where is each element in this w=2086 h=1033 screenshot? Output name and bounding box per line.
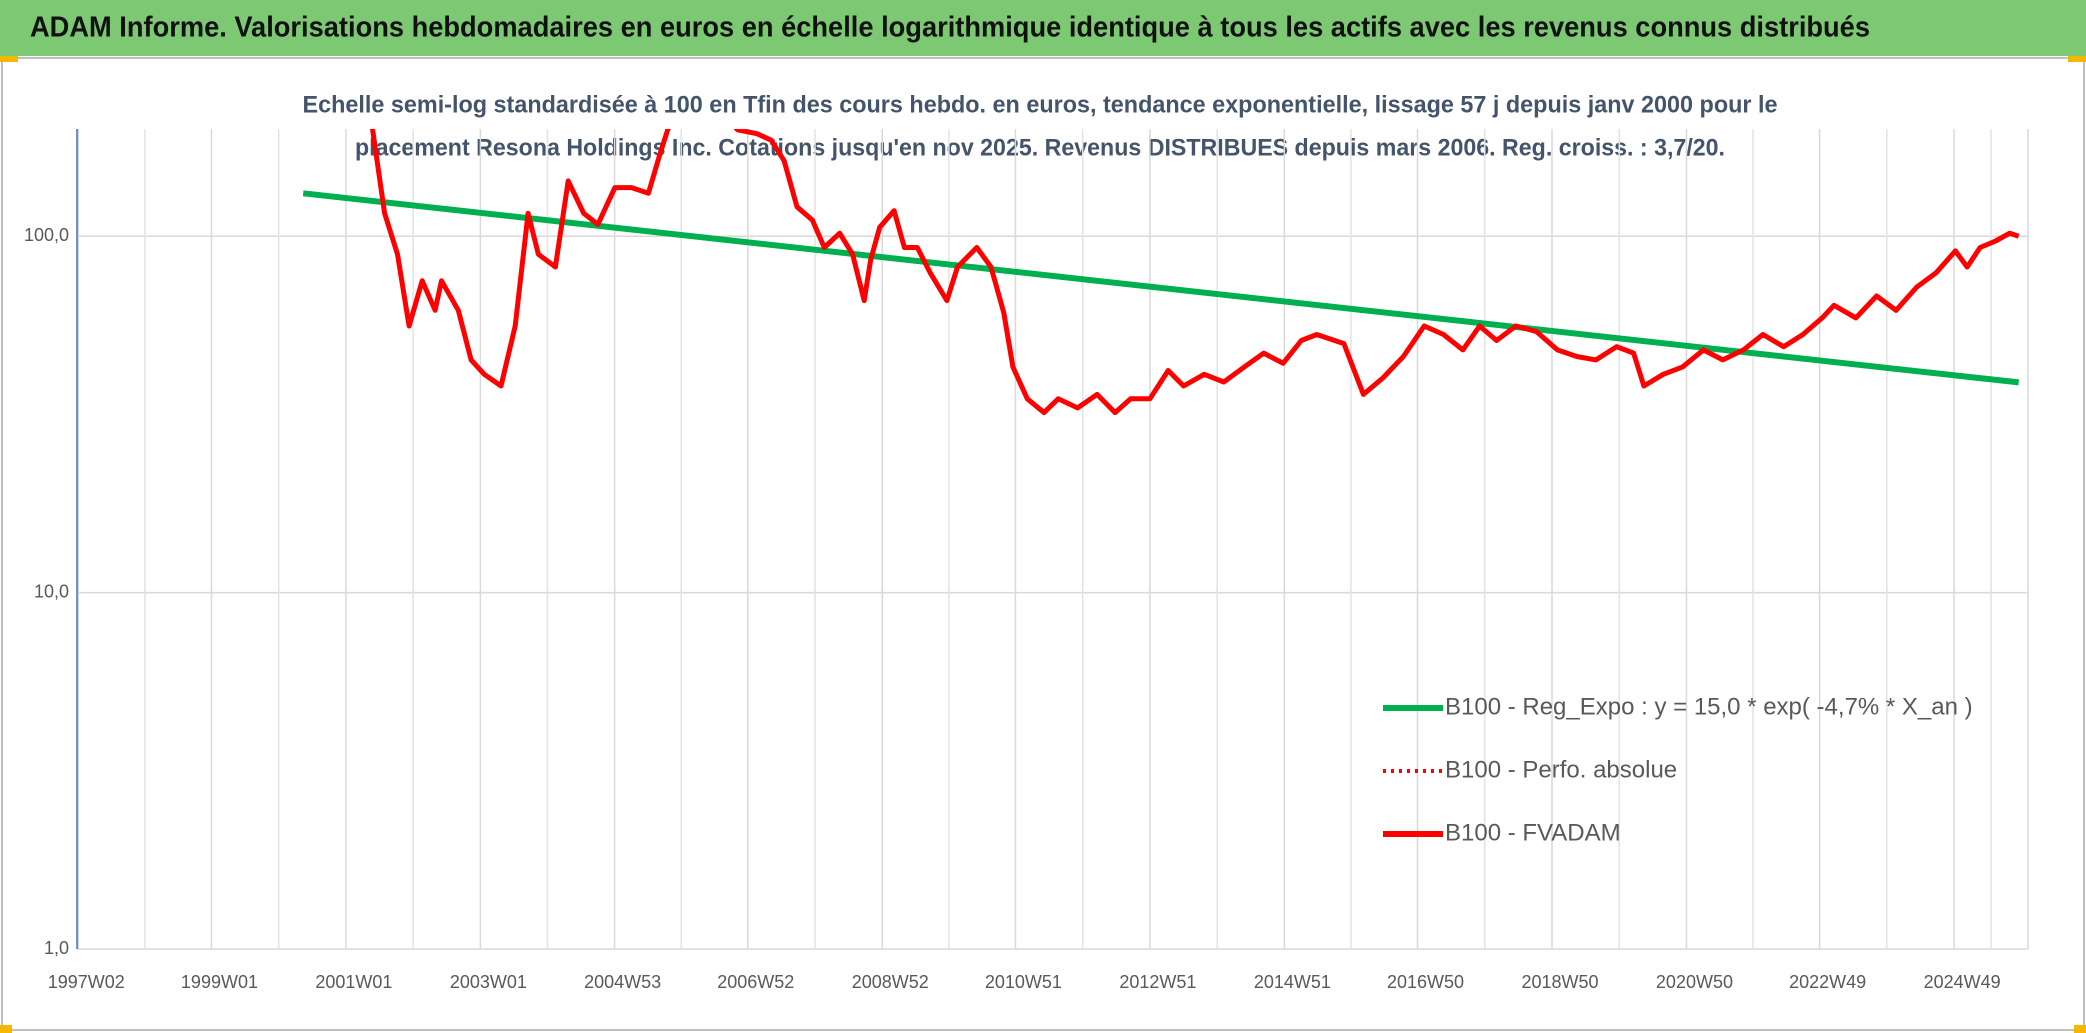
corner [0,1025,12,1033]
x-tick-label: 2001W01 [315,972,392,992]
frame [1,57,2085,1031]
legend-label: B100 - Reg_Expo : y = 15,0 * exp( -4,7% … [1445,693,1973,720]
x-tick-label: 2014W51 [1254,972,1331,992]
x-tick-label: 2004W53 [584,972,661,992]
x-tick-label: 2008W52 [852,972,929,992]
legend-label: B100 - FVADAM [1445,819,1621,846]
y-tick-label: 1,0 [44,938,69,958]
chart-subtitle: placement Resona Holdings Inc. Cotations… [355,134,1725,161]
plot-area [302,129,2020,416]
legend-label: B100 - Perfo. absolue [1445,756,1677,783]
y-tick-label: 10,0 [34,581,69,601]
series-line [369,129,2020,416]
x-tick-label: 2006W52 [717,972,794,992]
x-tick-label: 2022W49 [1789,972,1866,992]
x-tick-label: 2012W51 [1119,972,1196,992]
chart-subtitle: Echelle semi-log standardisée à 100 en T… [303,91,1778,118]
x-tick-label: 2018W50 [1521,972,1598,992]
chart-title: ADAM Informe. Valorisations hebdomadaire… [30,12,1870,44]
grid [77,129,2028,950]
x-tick-label: 2024W49 [1924,972,2001,992]
corner [2068,52,2086,62]
series-line [302,190,2020,386]
y-tick-label: 100,0 [24,225,69,245]
x-tick-label: 2020W50 [1656,972,1733,992]
x-tick-label: 1997W02 [48,972,125,992]
x-tick-label: 2016W50 [1387,972,1464,992]
x-tick-label: 1999W01 [181,972,258,992]
corner [2074,1025,2086,1033]
corner [0,52,18,62]
x-tick-label: 2003W01 [450,972,527,992]
x-tick-label: 2010W51 [985,972,1062,992]
header-bar [0,0,2086,56]
